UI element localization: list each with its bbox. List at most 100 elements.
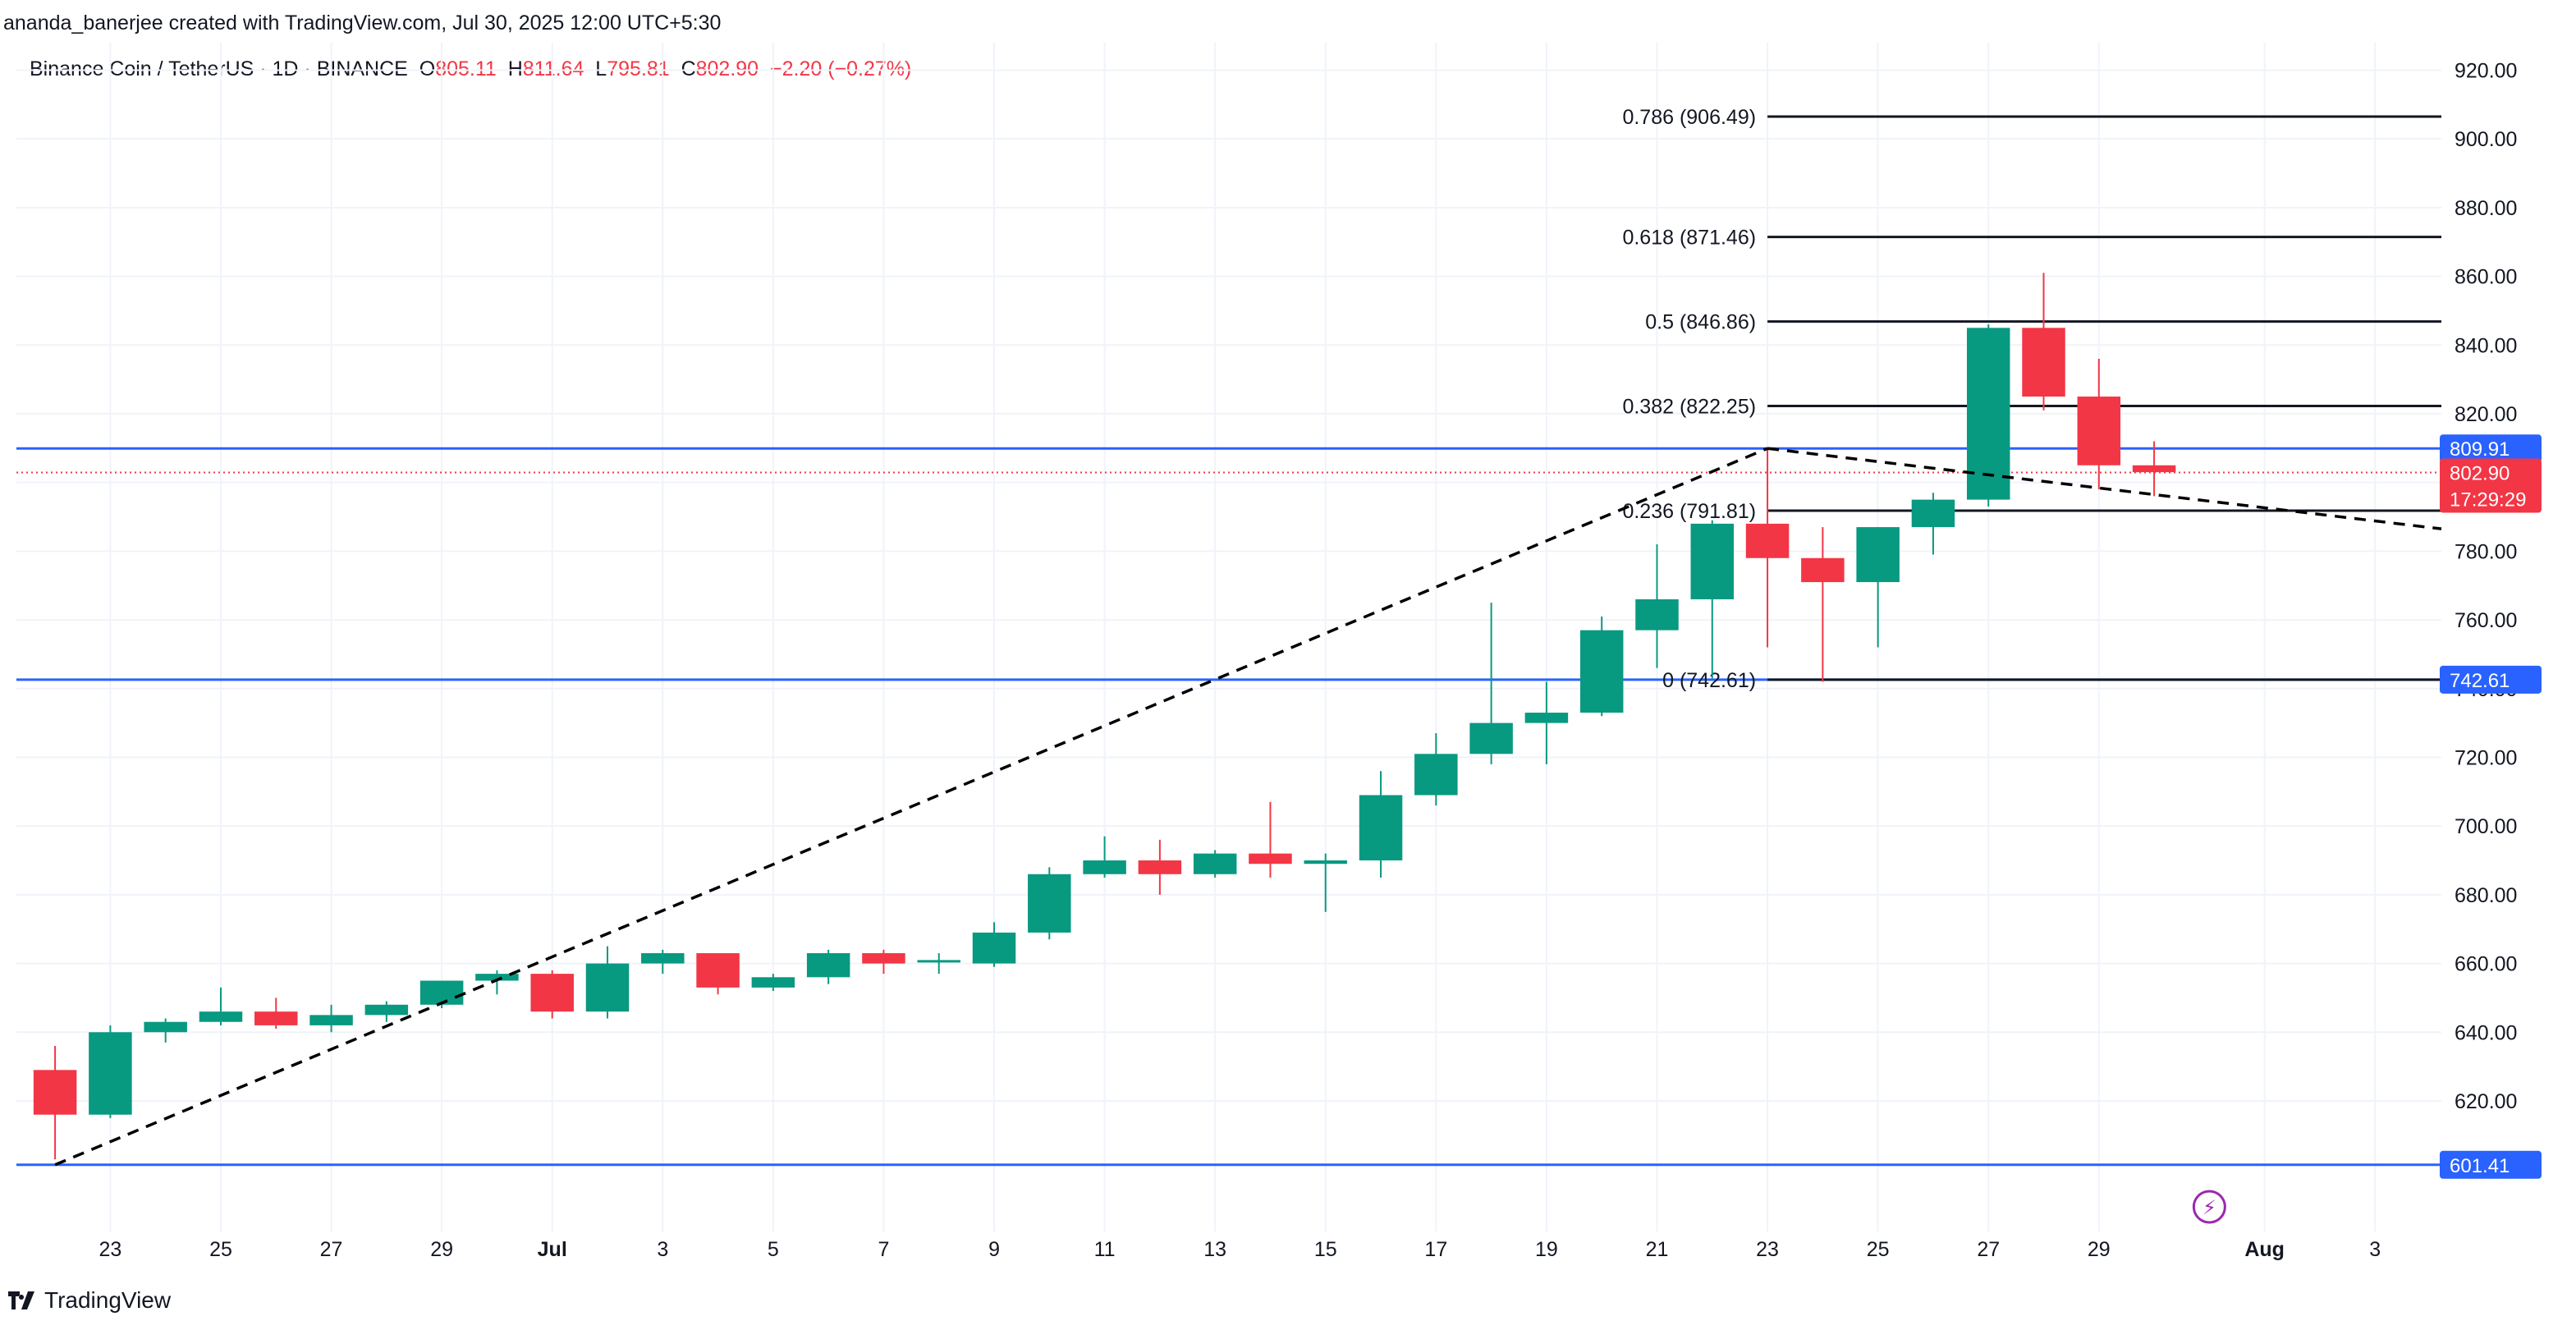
- last-price-tag-countdown: 17:29:29: [2450, 489, 2526, 511]
- tradingview-logo-icon: [8, 1291, 34, 1309]
- candle-body-up[interactable]: [1414, 754, 1458, 796]
- tradingview-logo-text: TradingView: [44, 1287, 172, 1313]
- y-axis-tick-label: 820.00: [2455, 403, 2517, 426]
- open-label: O: [419, 57, 436, 80]
- y-axis-tick-label: 920.00: [2455, 59, 2517, 82]
- candle-body-up[interactable]: [972, 932, 1016, 964]
- candle-body-up[interactable]: [1579, 630, 1624, 713]
- y-axis-tick-label: 680.00: [2455, 884, 2517, 907]
- candle-body-up[interactable]: [1193, 853, 1237, 874]
- candle-body-up[interactable]: [1911, 499, 1955, 528]
- y-axis-tick-label: 760.00: [2455, 609, 2517, 632]
- candle-body-up[interactable]: [144, 1021, 187, 1033]
- y-axis-tick-label: 880.00: [2455, 197, 2517, 220]
- x-axis-tick-label: Aug: [2244, 1238, 2285, 1261]
- y-axis-tick-label: 720.00: [2455, 746, 2517, 769]
- y-axis-tick-label: 860.00: [2455, 266, 2517, 289]
- symbol-legend: Binance Coin / TetherUS · 1D · BINANCE O…: [30, 57, 911, 81]
- close-label: C: [681, 57, 696, 80]
- candle-body-up[interactable]: [419, 980, 464, 1005]
- trendline-dashed[interactable]: [54, 447, 1768, 1167]
- candle-body-down[interactable]: [2022, 328, 2065, 397]
- x-axis-tick-label: 19: [1535, 1238, 1558, 1261]
- candle-body-up[interactable]: [806, 953, 850, 978]
- candle-body-up[interactable]: [751, 977, 795, 988]
- candle-body-up[interactable]: [641, 953, 685, 964]
- candle-body-down[interactable]: [1745, 523, 1790, 558]
- candle-body-down[interactable]: [696, 953, 740, 988]
- candle-body-up[interactable]: [199, 1011, 243, 1022]
- low-value: 795.81: [607, 57, 670, 80]
- chart-credit: ananda_banerjee created with TradingView…: [3, 11, 722, 34]
- candle-body-down[interactable]: [254, 1011, 298, 1025]
- candle-body-down[interactable]: [530, 974, 574, 1012]
- x-axis-tick-label: 21: [1646, 1238, 1669, 1261]
- fib-level-label: 0.618 (871.46): [1622, 227, 1756, 250]
- x-axis-tick-label: 23: [99, 1238, 121, 1261]
- candle-body-up[interactable]: [1359, 795, 1403, 861]
- x-axis-tick-label: 13: [1203, 1238, 1226, 1261]
- candle-body-up[interactable]: [1524, 713, 1569, 723]
- candle-body-up[interactable]: [1635, 598, 1679, 631]
- candle-body-down[interactable]: [1801, 557, 1845, 583]
- candle-body-up[interactable]: [1028, 874, 1071, 933]
- x-axis-tick-label: 27: [320, 1238, 343, 1261]
- y-axis-tick-label: 780.00: [2455, 540, 2517, 563]
- open-value: 805.11: [435, 57, 497, 80]
- candle-body-up[interactable]: [1083, 860, 1126, 874]
- y-axis-tick-label: 700.00: [2455, 815, 2517, 838]
- fib-level-label: 0.5 (846.86): [1645, 311, 1756, 334]
- candle-body-down[interactable]: [2077, 397, 2121, 466]
- x-axis-tick-label: Jul: [538, 1238, 567, 1261]
- x-axis-tick-label: 29: [430, 1238, 453, 1261]
- candle-body-up[interactable]: [1856, 527, 1900, 583]
- low-label: L: [595, 57, 607, 80]
- x-axis-tick-label: 9: [988, 1238, 1000, 1261]
- symbol-name: Binance Coin / TetherUS · 1D · BINANCE: [30, 57, 408, 80]
- change-value: −2.20 (−0.27%): [770, 57, 912, 80]
- level-price-tag-bg: [2440, 434, 2542, 463]
- candle-body-up[interactable]: [364, 1004, 409, 1016]
- fib-level-label: 0.236 (791.81): [1622, 500, 1756, 523]
- level-price-tag: 601.41: [2450, 1155, 2510, 1177]
- x-axis-tick-label: 11: [1094, 1238, 1116, 1261]
- candle-body-up[interactable]: [1690, 523, 1735, 599]
- level-price-tag: 742.61: [2450, 670, 2510, 692]
- high-value: 811.64: [522, 57, 584, 80]
- x-axis-tick-label: 29: [2088, 1238, 2111, 1261]
- candle-body-up[interactable]: [917, 960, 960, 963]
- y-axis-tick-label: 840.00: [2455, 334, 2517, 357]
- candle-body-up[interactable]: [309, 1015, 353, 1025]
- event-marker-icon[interactable]: [2192, 1190, 2226, 1224]
- x-axis-tick-label: 7: [878, 1238, 889, 1261]
- last-price-tag: 802.90: [2450, 463, 2510, 485]
- x-axis-tick-label: 3: [657, 1238, 668, 1261]
- level-price-tag: 809.91: [2450, 438, 2510, 461]
- close-value: 802.90: [695, 57, 759, 80]
- fib-level-label: 0 (742.61): [1662, 669, 1756, 692]
- x-axis-tick-label: 17: [1424, 1238, 1447, 1261]
- candle-body-down[interactable]: [862, 953, 905, 964]
- candle-body-up[interactable]: [1966, 328, 2010, 500]
- high-label: H: [507, 57, 523, 80]
- candle-body-up[interactable]: [1304, 860, 1347, 864]
- candle-body-down[interactable]: [1138, 860, 1182, 874]
- x-axis-tick-label: 25: [209, 1238, 232, 1261]
- x-axis-tick-label: 27: [1977, 1238, 2000, 1261]
- x-axis-tick-label: 5: [768, 1238, 779, 1261]
- level-price-tag-bg: [2440, 1150, 2542, 1179]
- candle-body-up[interactable]: [585, 963, 630, 1012]
- candle-body-down[interactable]: [2132, 465, 2176, 473]
- candle-body-up[interactable]: [475, 974, 519, 981]
- fib-level-label: 0.786 (906.49): [1622, 106, 1756, 129]
- fib-level-label: 0.382 (822.25): [1622, 396, 1756, 419]
- y-axis-tick-label: 900.00: [2455, 128, 2517, 151]
- candle-body-down[interactable]: [1249, 853, 1292, 864]
- candle-body-up[interactable]: [89, 1032, 132, 1115]
- candle-body-down[interactable]: [33, 1070, 77, 1115]
- tradingview-logo[interactable]: TradingView: [8, 1287, 171, 1314]
- trendline-dashed[interactable]: [1767, 447, 2442, 530]
- candle-body-up[interactable]: [1469, 722, 1513, 754]
- x-axis-tick-label: 15: [1314, 1238, 1337, 1261]
